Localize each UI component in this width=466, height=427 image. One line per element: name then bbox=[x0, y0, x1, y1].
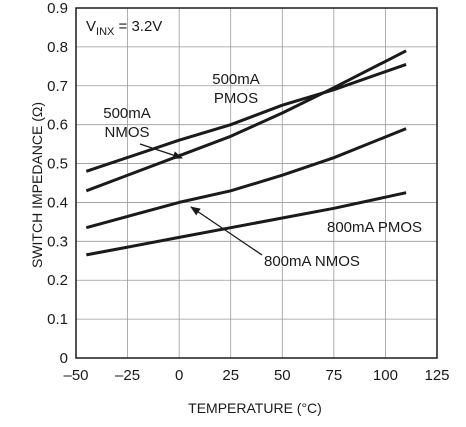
x-tick-label: 0 bbox=[175, 367, 183, 384]
x-tick-label: –25 bbox=[115, 367, 140, 384]
y-axis-title: SWITCH IMPEDANCE (Ω) bbox=[29, 102, 45, 268]
annotation-500ma-nmos-line1: 500mA bbox=[103, 105, 151, 122]
x-tick-label: 25 bbox=[222, 367, 239, 384]
y-tick-label: 0.9 bbox=[47, 0, 68, 17]
condition-label: VINX = 3.2V bbox=[86, 18, 162, 38]
annotation-800ma-nmos-arrow bbox=[190, 206, 263, 256]
annotation-500ma-pmos-line2: PMOS bbox=[214, 90, 258, 107]
y-tick-label: 0.6 bbox=[47, 117, 68, 134]
y-tick-label: 0.1 bbox=[47, 311, 68, 328]
y-tick-label: 0.5 bbox=[47, 156, 68, 173]
y-tick-label: 0.4 bbox=[47, 194, 68, 211]
series-line-500ma-nmos bbox=[85, 49, 407, 193]
annotation-500ma-nmos-line2: NMOS bbox=[105, 124, 150, 141]
y-tick-label: 0.2 bbox=[47, 272, 68, 289]
annotation-800ma-pmos-text: 800mA PMOS bbox=[327, 219, 422, 236]
series-line-500ma-pmos bbox=[85, 62, 407, 173]
series-line-800ma-pmos bbox=[86, 191, 407, 257]
x-tick-label: 125 bbox=[424, 367, 449, 384]
plot-frame bbox=[75, 7, 438, 359]
annotation-500ma-pmos: 500mA PMOS bbox=[212, 71, 260, 107]
y-tick-label: 0.3 bbox=[47, 233, 68, 250]
series-line-800ma-nmos bbox=[85, 127, 407, 230]
x-tick-label: 75 bbox=[326, 367, 343, 384]
annotation-500ma-nmos-arrow bbox=[139, 143, 183, 159]
annotation-800ma-nmos-text: 800mA NMOS bbox=[264, 253, 360, 270]
annotation-500ma-pmos-line1: 500mA bbox=[212, 71, 260, 88]
annotation-800ma-pmos: 800mA PMOS bbox=[327, 219, 422, 236]
svg-text:VINX = 3.2V: VINX = 3.2V bbox=[86, 18, 162, 38]
x-axis-title: TEMPERATURE (°C) bbox=[188, 400, 322, 416]
series-group bbox=[85, 49, 407, 257]
x-tick-label: 100 bbox=[373, 367, 398, 384]
y-tick-label: 0.8 bbox=[47, 39, 68, 56]
annotation-800ma-nmos: 800mA NMOS bbox=[190, 206, 360, 270]
y-tick-labels: 0 0.1 0.2 0.3 0.4 0.5 0.6 0.7 0.8 0.9 bbox=[47, 0, 68, 367]
grid bbox=[76, 8, 437, 358]
x-tick-label: 50 bbox=[274, 367, 291, 384]
x-tick-labels: –50 –25 0 25 50 75 100 125 bbox=[63, 367, 449, 384]
x-tick-label: –50 bbox=[63, 367, 88, 384]
y-tick-label: 0.7 bbox=[47, 78, 68, 95]
y-tick-label: 0 bbox=[60, 350, 68, 367]
annotation-500ma-nmos: 500mA NMOS bbox=[103, 105, 183, 159]
